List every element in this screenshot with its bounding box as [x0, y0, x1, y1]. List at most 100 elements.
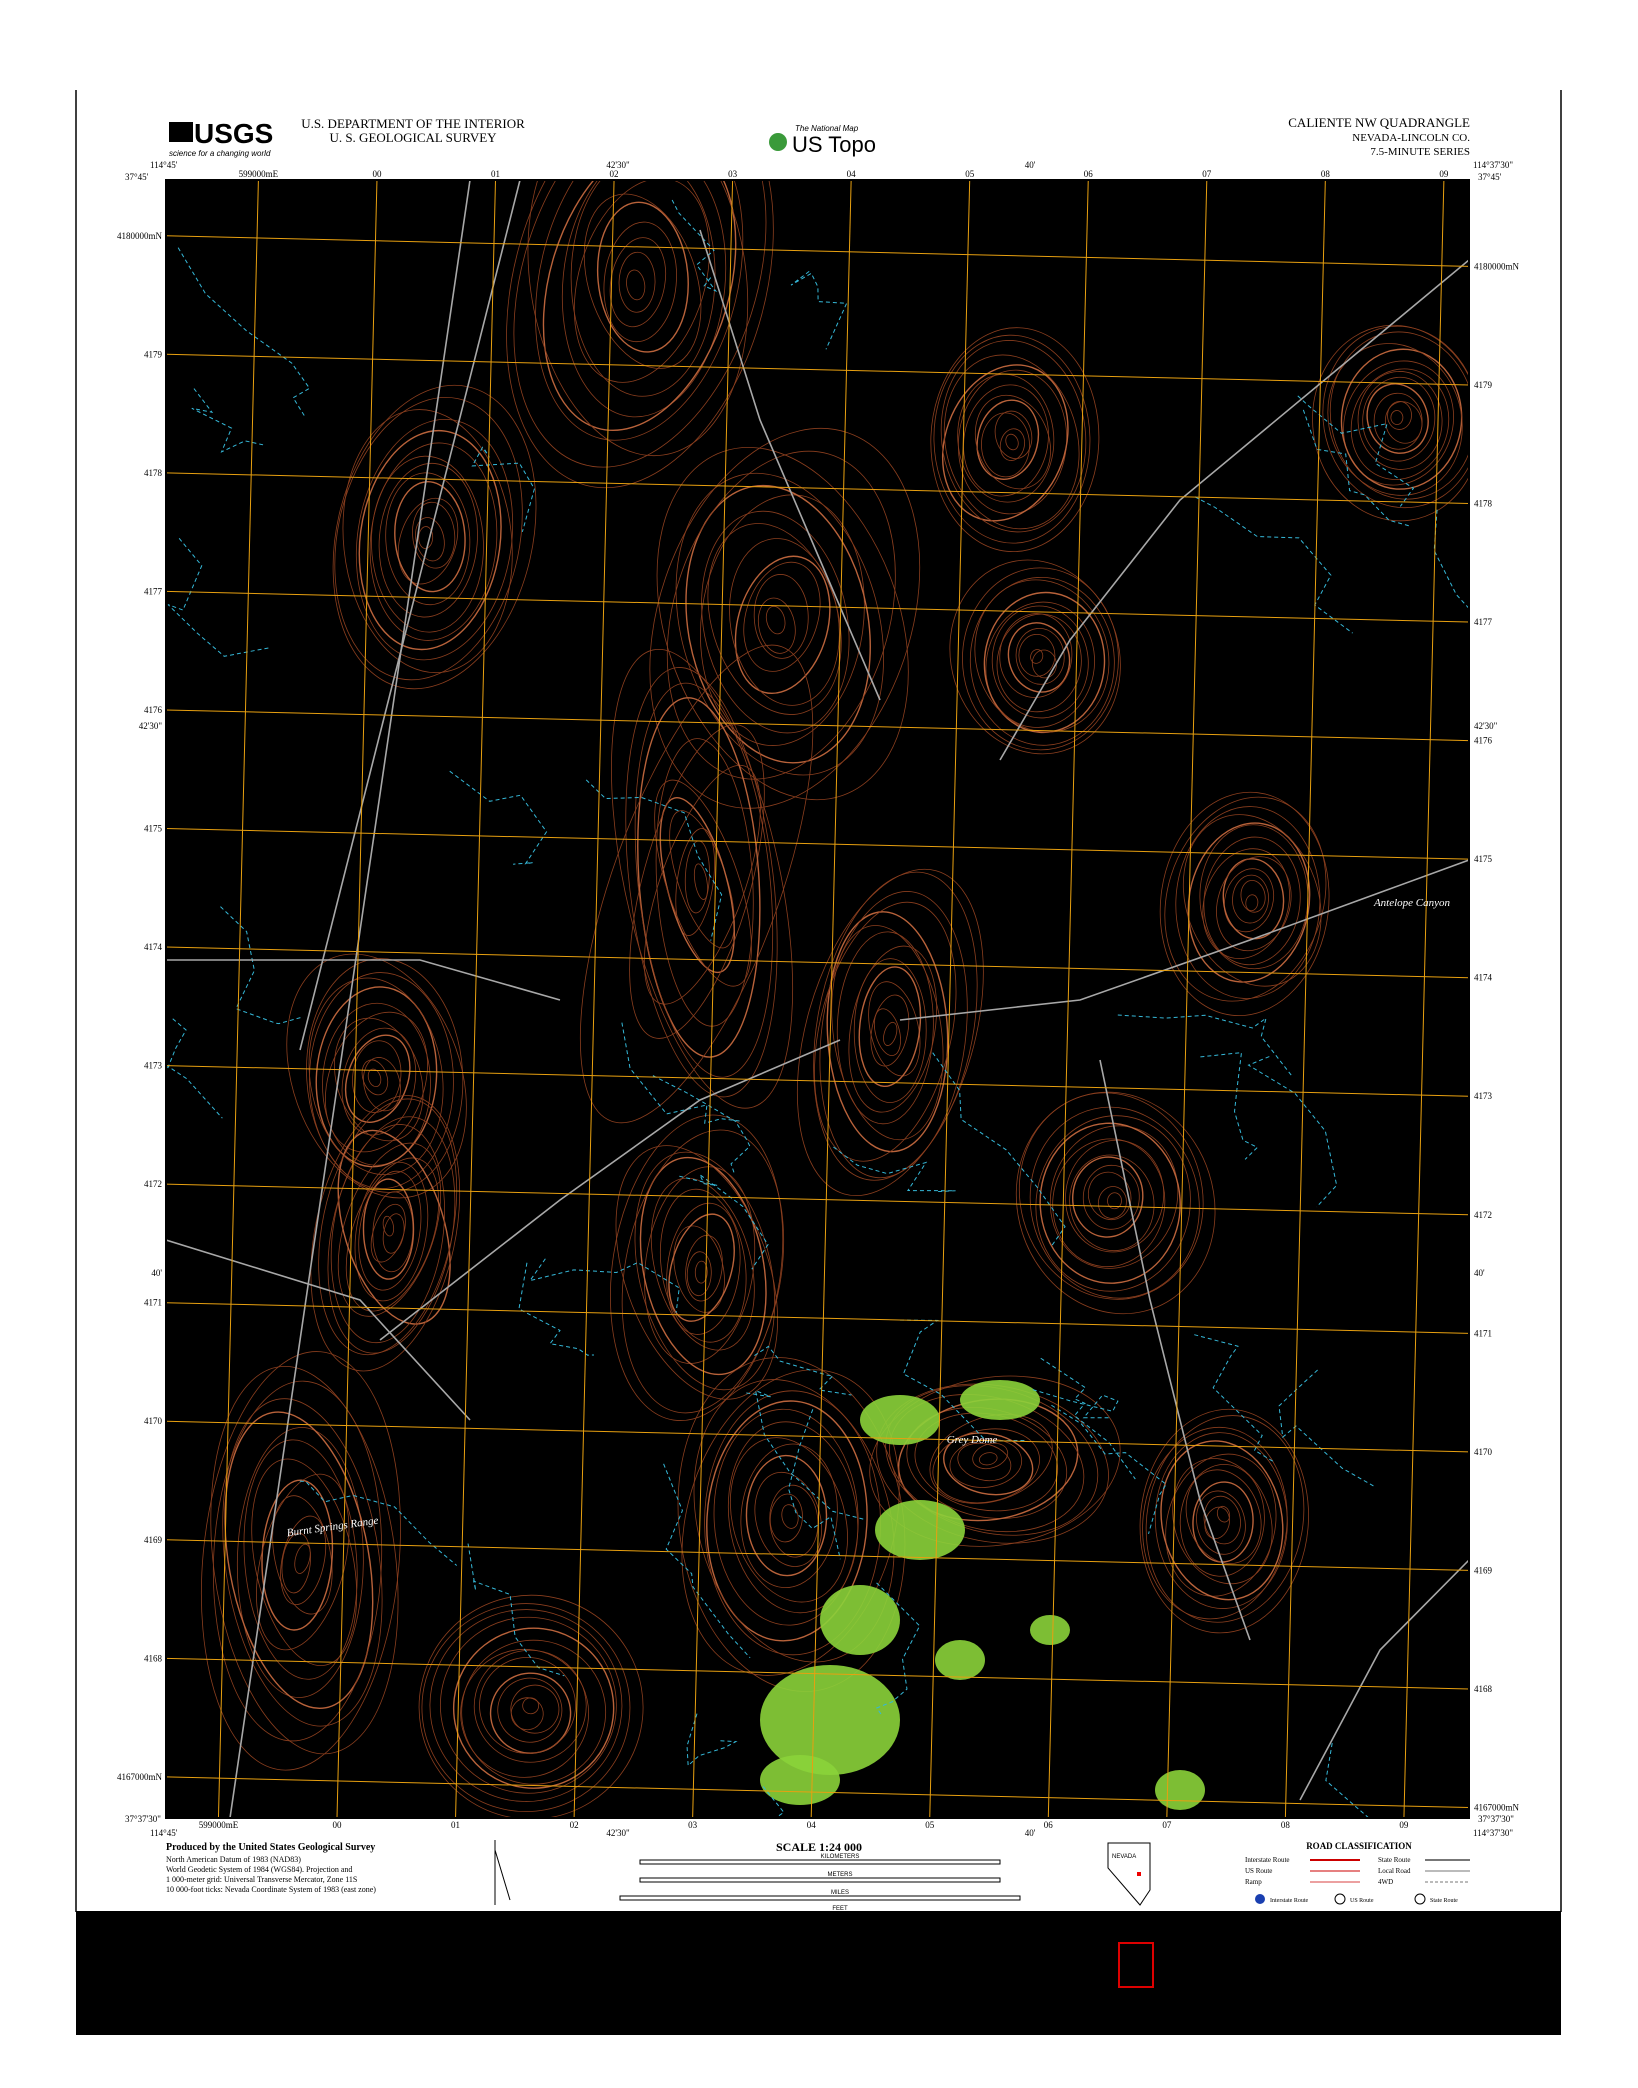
- contour: [1087, 1171, 1132, 1221]
- contour: [603, 221, 677, 343]
- stream: [585, 779, 723, 941]
- contour: [345, 1157, 440, 1312]
- corner-label: 114°37'30": [1473, 1828, 1513, 1838]
- stream: [790, 270, 848, 350]
- vegetation: [1155, 1770, 1205, 1810]
- northing-label: 4170: [144, 1416, 163, 1426]
- contour: [629, 724, 765, 1039]
- contour: [754, 1471, 822, 1567]
- contour: [625, 667, 778, 1098]
- contour: [848, 945, 938, 1113]
- scale-unit: KILOMETERS: [821, 1854, 860, 1860]
- road-type: US Route: [1245, 1867, 1272, 1875]
- contour: [1223, 868, 1274, 933]
- stream: [663, 1463, 751, 1659]
- contour: [1196, 1490, 1246, 1555]
- datum-line: 1 000-meter grid: Universal Transverse M…: [166, 1875, 357, 1884]
- feature-label: Grey Dome: [947, 1434, 998, 1446]
- road: [229, 180, 471, 1818]
- contour: [974, 394, 1051, 490]
- contour: [836, 931, 934, 1125]
- contour: [649, 427, 921, 809]
- contour: [535, 180, 744, 441]
- northing-label: 4175: [144, 824, 163, 834]
- contour: [506, 180, 774, 489]
- agency: U. S. GEOLOGICAL SURVEY: [329, 130, 497, 145]
- minute-label: 40': [1025, 160, 1036, 170]
- contour: [309, 972, 454, 1189]
- contour: [1018, 633, 1056, 677]
- contour: [542, 180, 737, 432]
- vegetation: [935, 1640, 985, 1680]
- stream: [671, 199, 718, 293]
- contour: [200, 1351, 401, 1771]
- contour: [439, 1616, 617, 1794]
- contour: [1357, 371, 1443, 470]
- contour: [1160, 1440, 1284, 1601]
- northing-label: 4168: [144, 1653, 163, 1663]
- northing-label: 4177: [1474, 617, 1493, 627]
- northing-label: 4176: [1474, 736, 1493, 746]
- contour: [452, 1627, 615, 1789]
- contour: [743, 561, 821, 672]
- contour: [1072, 1156, 1144, 1238]
- road: [166, 959, 561, 1001]
- contour: [694, 1260, 708, 1284]
- contour: [243, 1439, 358, 1680]
- stream: [166, 1018, 223, 1119]
- contour: [1322, 325, 1469, 509]
- contour: [668, 1213, 735, 1322]
- contour: [949, 1438, 1023, 1488]
- stream: [652, 1075, 751, 1176]
- producer: Produced by the United States Geological…: [166, 1842, 375, 1853]
- road: [299, 180, 521, 1051]
- contour: [796, 868, 984, 1197]
- contour: [981, 412, 1030, 478]
- grid-line: [166, 709, 1469, 742]
- contour: [615, 1145, 779, 1400]
- contour: [962, 567, 1119, 751]
- contour: [1164, 796, 1327, 1002]
- contour: [634, 682, 774, 1078]
- contour: [1350, 368, 1450, 480]
- vegetation: [960, 1380, 1040, 1420]
- minute-label: 42'30": [606, 1828, 630, 1838]
- easting-label: 05: [925, 1820, 935, 1830]
- contour: [222, 1398, 383, 1727]
- contour: [969, 576, 1115, 746]
- contour: [327, 1116, 456, 1354]
- contour: [510, 1684, 560, 1734]
- grid-line: [573, 180, 615, 1818]
- contour: [869, 1375, 1121, 1547]
- northing-label: 4179: [1474, 380, 1493, 390]
- contour: [1362, 376, 1436, 462]
- contour: [757, 597, 796, 654]
- contour: [261, 1479, 334, 1631]
- northing-label: 4178: [1474, 498, 1493, 508]
- contour: [650, 1177, 755, 1351]
- contour: [236, 1427, 364, 1698]
- stream: [1325, 1743, 1370, 1818]
- corner-label: 37°37'30": [1478, 1814, 1514, 1824]
- stream: [1302, 409, 1410, 527]
- contour: [1005, 433, 1019, 451]
- stream: [167, 537, 270, 657]
- contour: [429, 1609, 623, 1802]
- easting-label: 03: [728, 169, 738, 179]
- stream: [1278, 1369, 1376, 1488]
- grid-line: [692, 180, 734, 1818]
- contour: [1172, 1458, 1273, 1585]
- contour: [1107, 1192, 1122, 1210]
- stream: [679, 1174, 769, 1270]
- northing-label: 4177: [144, 586, 163, 596]
- contour: [868, 981, 921, 1077]
- contour: [621, 1129, 785, 1414]
- contour: [460, 1648, 590, 1778]
- easting-label: 02: [570, 1820, 579, 1830]
- stream: [1297, 395, 1415, 507]
- grid-line: [217, 180, 259, 1818]
- contour: [330, 1124, 445, 1344]
- road-type: Local Road: [1378, 1867, 1411, 1875]
- contour: [729, 538, 840, 706]
